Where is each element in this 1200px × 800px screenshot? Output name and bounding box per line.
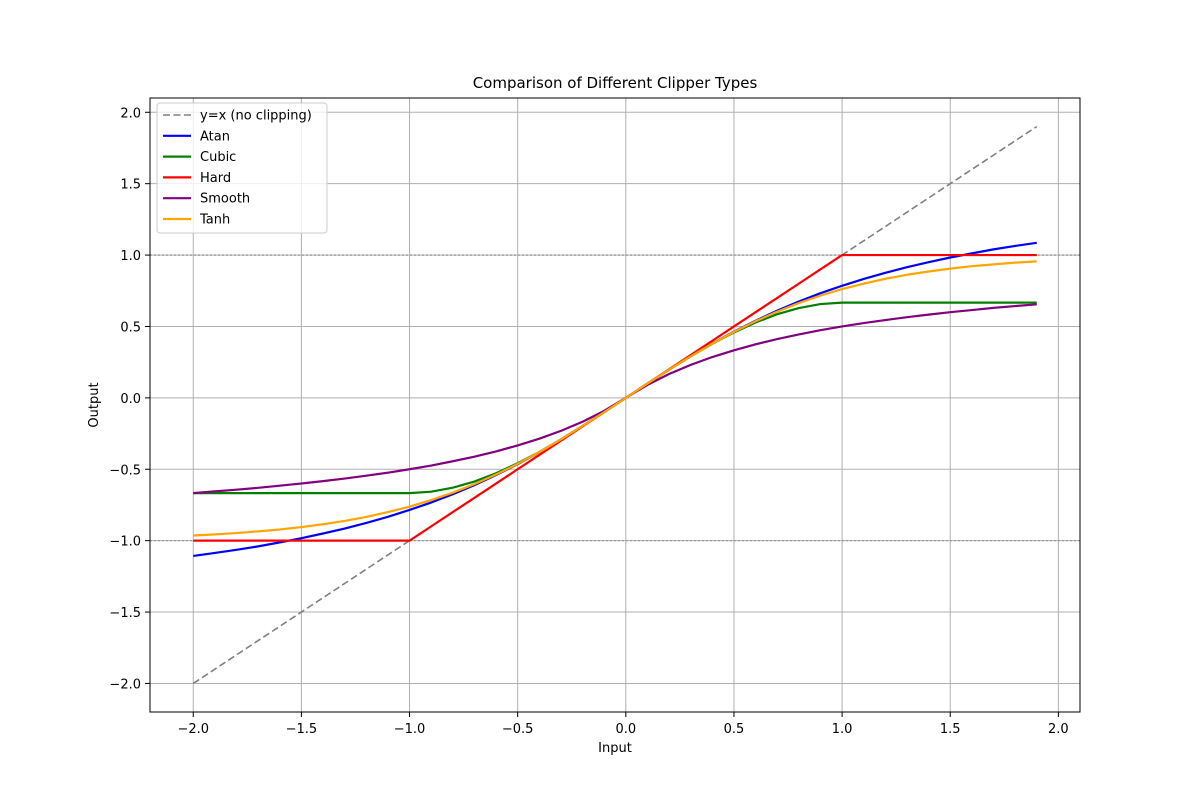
y-tick-label: 2.0	[120, 106, 141, 121]
x-tick-label: −0.5	[502, 722, 534, 737]
legend-label-y-x-no-clipping: y=x (no clipping)	[200, 109, 312, 124]
y-tick-label: 0.5	[120, 320, 141, 335]
y-axis-label: Output	[87, 382, 102, 427]
y-tick-label: 1.0	[120, 249, 141, 264]
chart-title: Comparison of Different Clipper Types	[473, 74, 758, 92]
legend-label-hard: Hard	[200, 171, 231, 186]
x-tick-label: 1.5	[940, 722, 961, 737]
legend-label-tanh: Tanh	[199, 213, 230, 228]
series-line-tanh	[193, 260, 1037, 537]
legend-label-cubic: Cubic	[200, 150, 236, 165]
x-tick-label: −2.0	[177, 722, 209, 737]
x-axis-label: Input	[598, 741, 632, 756]
reference-lines	[150, 254, 1080, 542]
y-tick-label: 0.0	[120, 392, 141, 407]
legend-label-atan: Atan	[200, 129, 230, 144]
x-tick-label: 1.0	[832, 722, 853, 737]
y-tick-label: −1.0	[109, 535, 141, 550]
x-axis-ticks: −2.0 −1.5 −1.0 −0.5 0.0 0.5 1.0 1.5 2.0	[177, 712, 1069, 737]
y-tick-label: −0.5	[109, 463, 141, 478]
legend: y=x (no clipping) Atan Cubic Hard Smooth Tanh	[156, 102, 328, 234]
y-tick-label: 1.5	[120, 178, 141, 193]
x-tick-label: 0.5	[724, 722, 745, 737]
y-tick-label: −2.0	[109, 677, 141, 692]
grid	[150, 98, 1080, 712]
y-tick-label: −1.5	[109, 606, 141, 621]
y-axis-ticks: −2.0 −1.5 −1.0 −0.5 0.0 0.5 1.0 1.5 2.0	[109, 106, 150, 692]
x-tick-label: −1.0	[394, 722, 426, 737]
x-tick-label: −1.5	[286, 722, 318, 737]
x-tick-label: 2.0	[1048, 722, 1069, 737]
plot-frame	[149, 97, 1081, 713]
series-lines	[192, 125, 1038, 685]
x-tick-label: 0.0	[615, 722, 636, 737]
legend-box	[156, 102, 328, 234]
legend-label-smooth: Smooth	[200, 192, 250, 207]
